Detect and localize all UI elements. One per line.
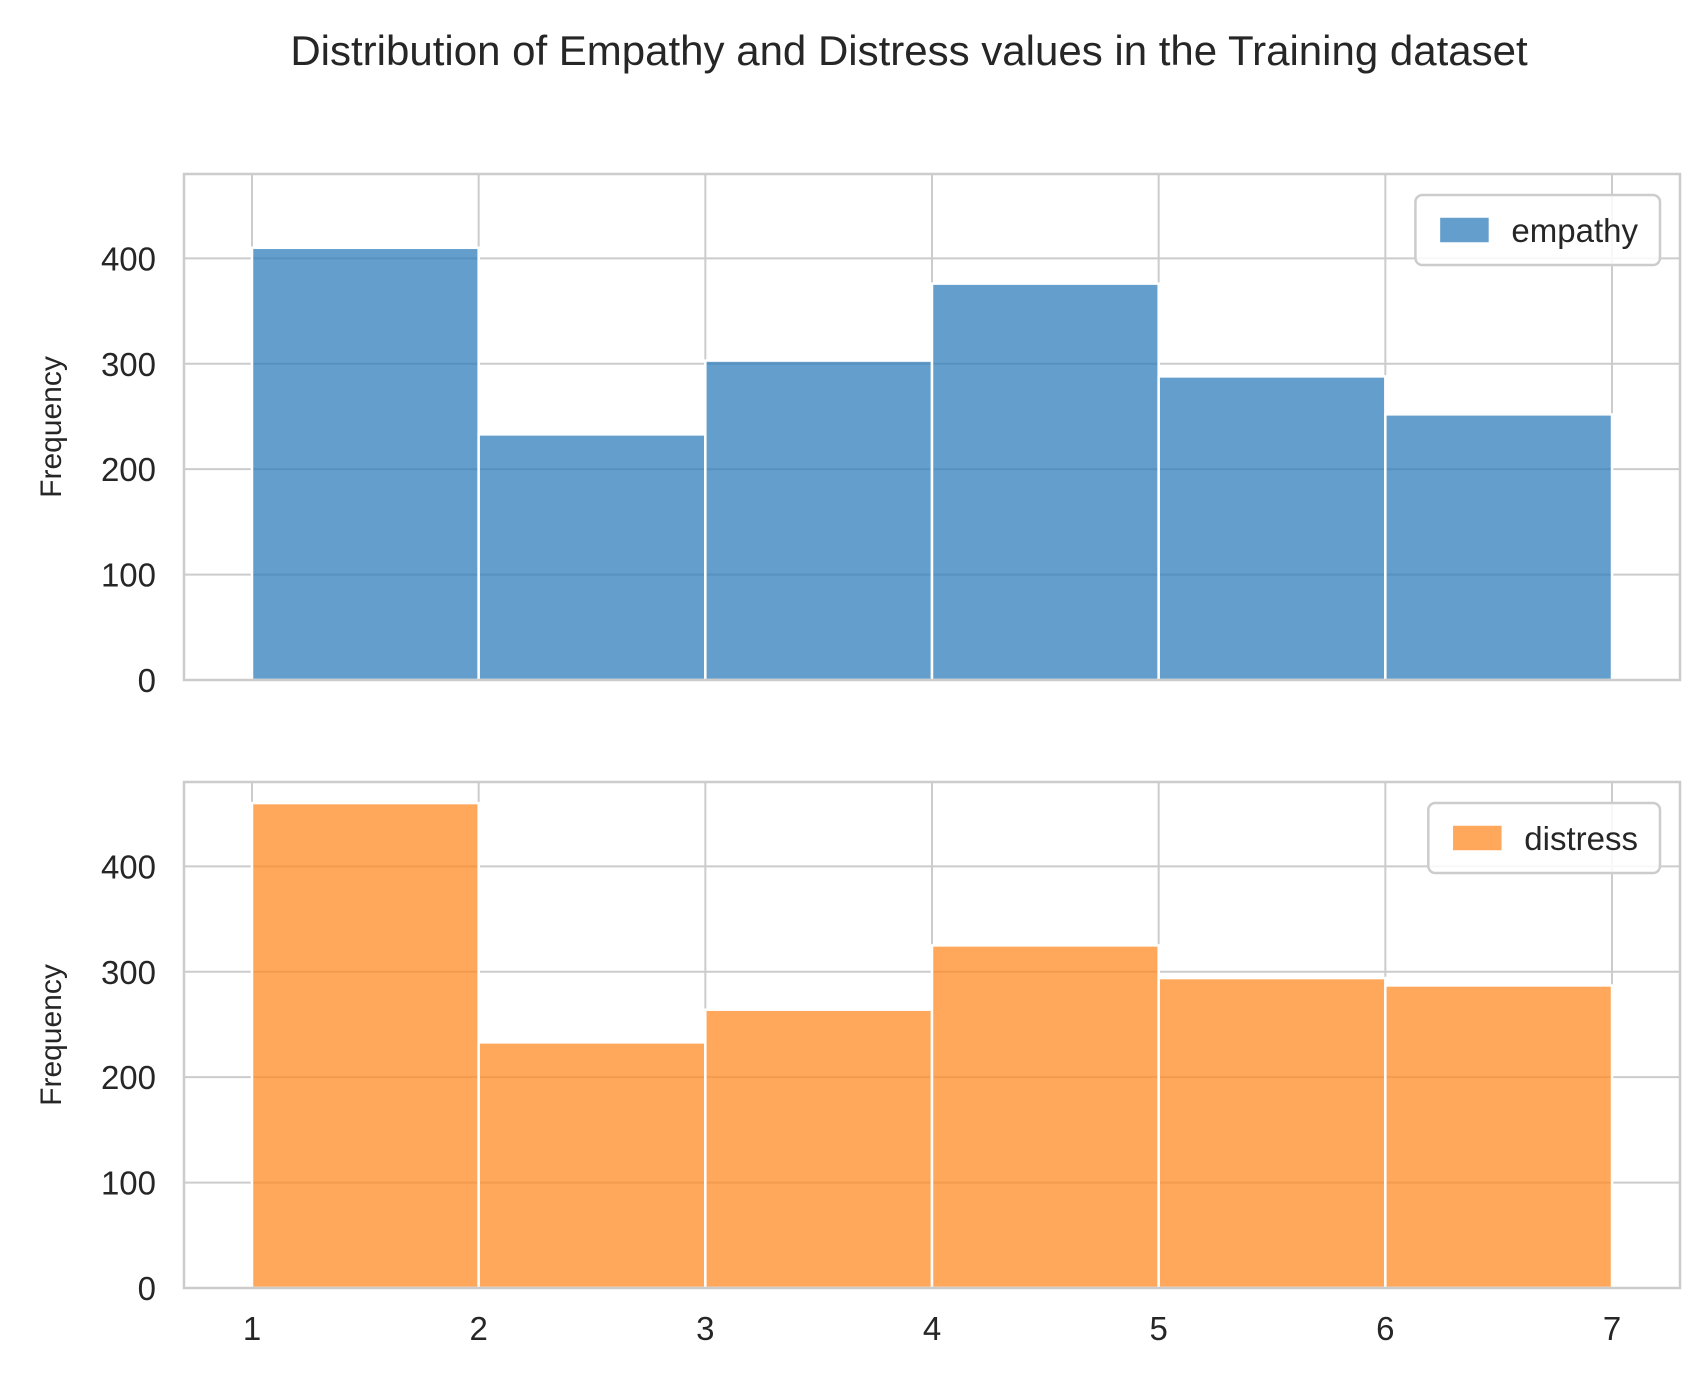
distress-subplot: 0 100 200 300 400 1 2 3 4 5 6 7 Frequency distress <box>35 780 1682 1347</box>
distress-ytick-label-200: 200 <box>101 1059 156 1096</box>
empathy-legend: empathy <box>1414 193 1662 267</box>
empathy-ytick-label-200: 200 <box>101 451 156 488</box>
distress-xtick-label-6: 6 <box>1376 1310 1394 1347</box>
empathy-ytick-label-300: 300 <box>101 346 156 383</box>
distress-xtick-label-4: 4 <box>923 1310 941 1347</box>
distress-ylabel: Frequency <box>35 964 68 1106</box>
distress-axes-frame <box>182 780 1682 1290</box>
distress-legend: distress <box>1427 801 1662 875</box>
distress-bar-6 <box>1384 984 1614 1290</box>
empathy-legend-swatch <box>1438 216 1491 244</box>
distress-xtick-label-2: 2 <box>469 1310 487 1347</box>
distress-legend-box <box>1427 801 1662 875</box>
distress-ytick-label-0: 0 <box>138 1270 156 1307</box>
empathy-bar-4 <box>930 282 1160 682</box>
empathy-legend-box <box>1414 193 1662 267</box>
distress-bar-1 <box>250 801 480 1290</box>
distress-xtick-label-7: 7 <box>1603 1310 1621 1347</box>
distress-xtick-label-1: 1 <box>243 1310 261 1347</box>
empathy-axes-frame <box>182 172 1682 682</box>
empathy-bar-3 <box>704 359 934 682</box>
empathy-ytick-label-0: 0 <box>138 662 156 699</box>
empathy-ytick-label-100: 100 <box>101 557 156 594</box>
distress-ytick-label-400: 400 <box>101 848 156 885</box>
empathy-bar-2 <box>477 433 707 682</box>
distress-ytick-label-300: 300 <box>101 954 156 991</box>
distress-xtick-label-5: 5 <box>1149 1310 1167 1347</box>
distress-legend-swatch <box>1451 824 1504 852</box>
distress-bar-3 <box>704 1008 934 1290</box>
distress-bar-2 <box>477 1041 707 1290</box>
distress-bar-5 <box>1157 976 1387 1290</box>
distress-ytick-label-100: 100 <box>101 1165 156 1202</box>
empathy-ytick-label-400: 400 <box>101 240 156 277</box>
distress-legend-label: distress <box>1524 820 1638 857</box>
empathy-bar-1 <box>250 246 480 682</box>
empathy-legend-label: empathy <box>1511 212 1638 249</box>
distress-bar-4 <box>930 944 1160 1290</box>
distress-xtick-label-3: 3 <box>696 1310 714 1347</box>
empathy-bar-6 <box>1384 413 1614 682</box>
empathy-ylabel: Frequency <box>35 356 68 498</box>
empathy-subplot: 0 100 200 300 400 Frequency empathy <box>35 172 1682 699</box>
empathy-bar-5 <box>1157 375 1387 682</box>
chart-title: Distribution of Empathy and Distress val… <box>290 27 1528 74</box>
